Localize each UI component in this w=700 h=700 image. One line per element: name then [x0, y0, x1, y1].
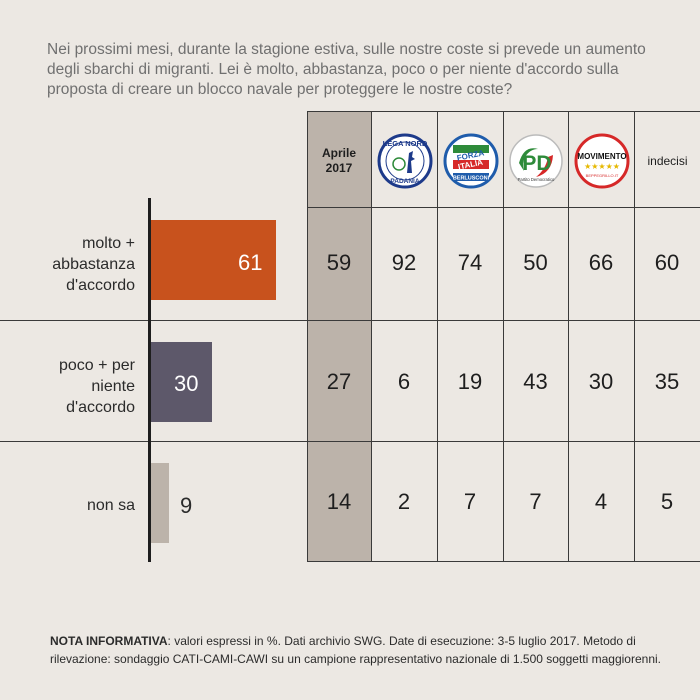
column-header-lega-nord: LEGA NORD PADANIA	[372, 116, 437, 206]
grid-col-line-0	[307, 111, 308, 561]
cell-disagree-forza-italia: 19	[457, 369, 483, 394]
column-header-movimento-5-stelle: MOVIMENTO ★★★★★ BEPPEGRILLO.IT	[569, 116, 634, 206]
grid-col-line-4	[568, 111, 569, 561]
column-header-forza-italia: FORZA ITALIA BERLUSCONI	[438, 116, 503, 206]
cell-disagree-lega-nord: 6	[397, 369, 411, 394]
cell-agree-indecisi: 60	[654, 250, 680, 275]
grid-col-line-2	[437, 111, 438, 561]
cell-unsure-movimento-5-stelle: 4	[594, 489, 608, 514]
cell-agree-april-2017: 59	[326, 250, 352, 275]
column-header-pd: PD Partito Democratico	[504, 116, 568, 206]
bar-value-disagree: 30	[174, 371, 199, 396]
m5s-logo-subtext: BEPPEGRILLO.IT	[585, 173, 618, 178]
survey-question: Nei prossimi mesi, durante la stagione e…	[47, 41, 646, 98]
cell-disagree-april-2017: 27	[326, 369, 352, 394]
bar-unsure	[151, 463, 169, 543]
cell-unsure-april-2017: 14	[326, 489, 352, 514]
grid-line-row-2	[0, 441, 700, 442]
row-label-unsure: non sa	[86, 497, 135, 514]
grid-line-row-1	[0, 320, 700, 321]
row-label-agree: molto + abbastanza d'accordo	[52, 235, 135, 294]
m5s-logo-stars: ★★★★★	[584, 162, 620, 171]
note-text: : valori espressi in %. Dati archivio SW…	[50, 634, 661, 666]
bar-value-unsure: 9	[180, 493, 193, 518]
column-header-indecisi: indecisi	[635, 116, 700, 206]
row-label-disagree: poco + per niente d'accordo	[58, 357, 135, 416]
column-header-april-label: Aprile 2017	[321, 146, 356, 175]
pd-logo-subtext: Partito Democratico	[518, 177, 555, 182]
lega-logo-bottom-text: PADANIA	[390, 178, 419, 185]
column-header-april-2017: Aprile 2017	[310, 116, 368, 206]
cell-unsure-indecisi: 5	[660, 489, 674, 514]
cell-unsure-pd: 7	[529, 489, 542, 514]
cell-agree-pd: 50	[523, 250, 548, 275]
cell-agree-forza-italia: 74	[457, 250, 483, 275]
forza-logo-line-3: BERLUSCONI	[452, 176, 489, 182]
april-2017-column-shade	[307, 111, 371, 561]
forza-italia-logo: FORZA ITALIA BERLUSCONI	[443, 133, 498, 189]
pd-logo-text: PD	[522, 152, 551, 175]
partito-democratico-logo: PD Partito Democratico	[509, 134, 563, 188]
column-header-indecisi-label: indecisi	[647, 153, 688, 168]
cell-unsure-lega-nord: 2	[397, 489, 411, 514]
note-label: NOTA INFORMATIVA	[50, 634, 168, 648]
methodology-note: NOTA INFORMATIVA: valori espressi in %. …	[50, 632, 670, 668]
lega-logo-top-text: LEGA NORD	[382, 139, 427, 148]
grid-line-bottom	[307, 561, 700, 562]
grid-col-line-5	[634, 111, 635, 561]
bar-disagree	[151, 342, 212, 422]
cell-disagree-movimento-5-stelle: 30	[588, 369, 614, 394]
cell-agree-lega-nord: 92	[391, 250, 417, 275]
cell-disagree-indecisi: 35	[654, 369, 680, 394]
grid-col-line-1	[371, 111, 372, 561]
cell-agree-movimento-5-stelle: 66	[588, 250, 614, 275]
cell-unsure-forza-italia: 7	[463, 489, 477, 514]
lega-nord-logo: LEGA NORD PADANIA	[377, 133, 432, 189]
m5s-logo-text: MOVIMENTO	[577, 152, 626, 161]
bar-chart-axis	[148, 198, 151, 562]
bar-agree	[151, 220, 276, 300]
cell-disagree-pd: 43	[523, 369, 548, 394]
grid-col-line-3	[503, 111, 504, 561]
bar-value-agree: 61	[238, 250, 263, 275]
movimento-5-stelle-logo: MOVIMENTO ★★★★★ BEPPEGRILLO.IT	[574, 133, 629, 189]
